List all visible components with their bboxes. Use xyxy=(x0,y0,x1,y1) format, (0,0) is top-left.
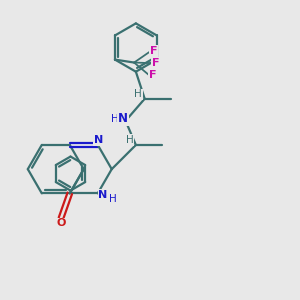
Text: N: N xyxy=(118,112,128,125)
Text: N: N xyxy=(94,136,103,146)
Text: F: F xyxy=(148,70,156,80)
Text: F: F xyxy=(150,46,158,56)
Text: N: N xyxy=(98,190,108,200)
Text: F: F xyxy=(152,58,160,68)
Text: H: H xyxy=(134,89,142,99)
Text: O: O xyxy=(56,218,66,228)
Text: H: H xyxy=(109,194,117,204)
Text: H: H xyxy=(111,114,119,124)
Text: H: H xyxy=(125,135,133,145)
